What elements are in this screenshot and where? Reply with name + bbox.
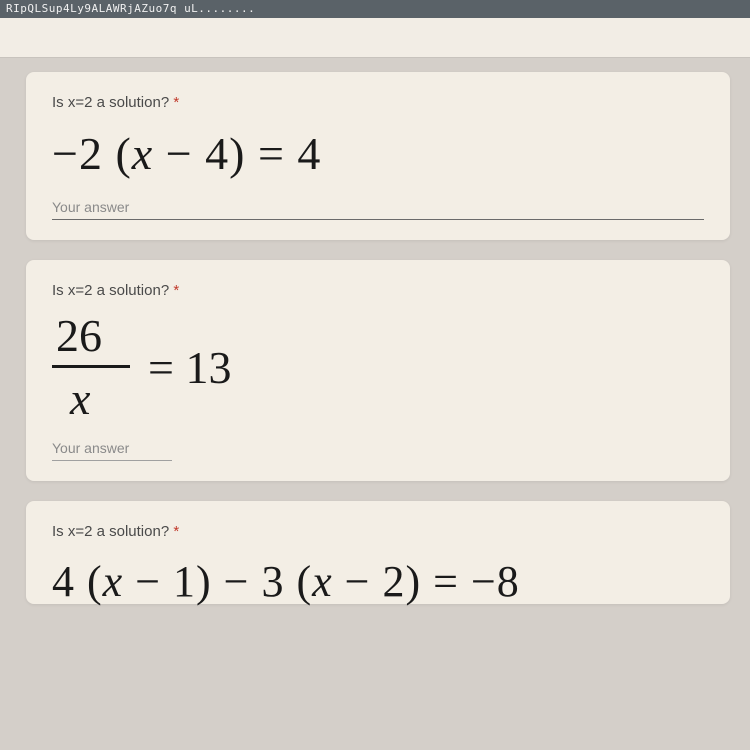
fraction: 26 x (52, 313, 130, 422)
equation-display: 4 (x − 1) − 3 (x − 2) = −8 (52, 560, 704, 604)
url-text: RIpQLSup4Ly9ALAWRjAZuo7q uL........ (6, 2, 255, 15)
question-card: Is x=2 a solution? * 4 (x − 1) − 3 (x − … (26, 501, 730, 604)
question-text: Is x=2 a solution? (52, 523, 169, 540)
fraction-numerator: 26 (52, 313, 106, 365)
fraction-denominator: x (52, 368, 94, 422)
required-mark: * (173, 94, 179, 111)
required-mark: * (173, 282, 179, 299)
answer-input-row[interactable]: Your answer (52, 199, 704, 220)
required-mark: * (173, 523, 179, 540)
browser-url-fragment: RIpQLSup4Ly9ALAWRjAZuo7q uL........ (0, 0, 750, 18)
equation-rhs: = 13 (148, 341, 231, 394)
answer-placeholder: Your answer (52, 199, 704, 219)
answer-underline (52, 219, 704, 220)
question-title: Is x=2 a solution? * (52, 282, 704, 299)
answer-underline (52, 460, 172, 461)
form-container: Is x=2 a solution? * −2 (x − 4) = 4 Your… (0, 58, 750, 604)
question-text: Is x=2 a solution? (52, 282, 169, 299)
answer-placeholder: Your answer (52, 440, 704, 460)
equation-display: −2 (x − 4) = 4 (52, 131, 704, 177)
question-title: Is x=2 a solution? * (52, 94, 704, 111)
question-card: Is x=2 a solution? * −2 (x − 4) = 4 Your… (26, 72, 730, 240)
question-text: Is x=2 a solution? (52, 94, 169, 111)
question-card: Is x=2 a solution? * 26 x = 13 Your answ… (26, 260, 730, 481)
equation-display: 26 x = 13 (52, 313, 704, 422)
answer-input-row[interactable]: Your answer (52, 440, 704, 461)
question-title: Is x=2 a solution? * (52, 523, 704, 540)
header-band (0, 18, 750, 58)
